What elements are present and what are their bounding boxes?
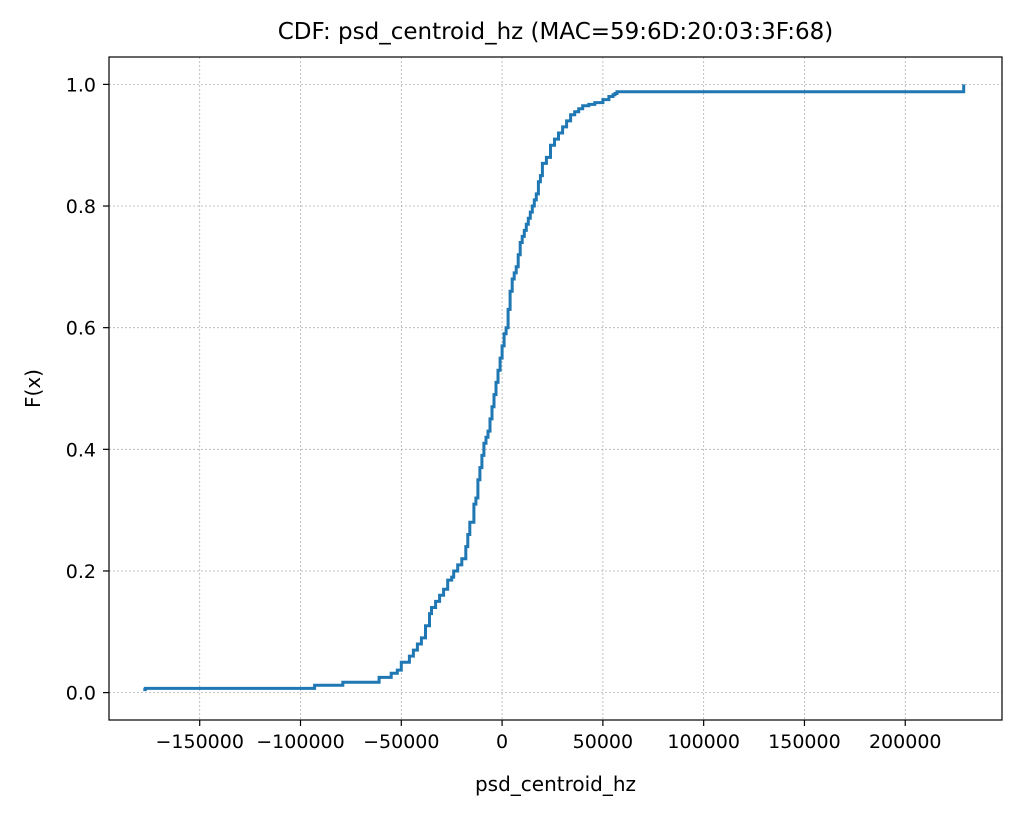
y-tick-label: 0.0	[66, 683, 96, 705]
series-layer	[143, 84, 966, 692]
x-tick-label: −50000	[363, 731, 439, 753]
x-tick-label: −150000	[155, 731, 243, 753]
y-tick-label: 0.8	[66, 196, 96, 218]
y-tick-label: 0.2	[66, 561, 96, 583]
x-tick-label: −100000	[256, 731, 344, 753]
x-axis-label: psd_centroid_hz	[475, 772, 636, 796]
axis-ticks: −150000 −100000 −50000 0 50000 100000 150000 20…	[66, 74, 942, 753]
x-tick-label: 100000	[667, 731, 740, 753]
x-tick-label: 50000	[573, 731, 633, 753]
y-tick-label: 1.0	[66, 74, 96, 96]
cdf-series-line	[143, 84, 966, 692]
y-tick-label: 0.6	[66, 318, 96, 340]
y-tick-label: 0.4	[66, 439, 96, 461]
y-axis-label: F(x)	[21, 369, 45, 408]
plot-area-frame	[108, 56, 1003, 721]
chart-title: CDF: psd_centroid_hz (MAC=59:6D:20:03:3F…	[278, 19, 834, 45]
grid-lines	[109, 57, 1002, 720]
x-tick-label: 150000	[768, 731, 841, 753]
x-tick-label: 200000	[869, 731, 942, 753]
x-tick-label: 0	[496, 731, 508, 753]
